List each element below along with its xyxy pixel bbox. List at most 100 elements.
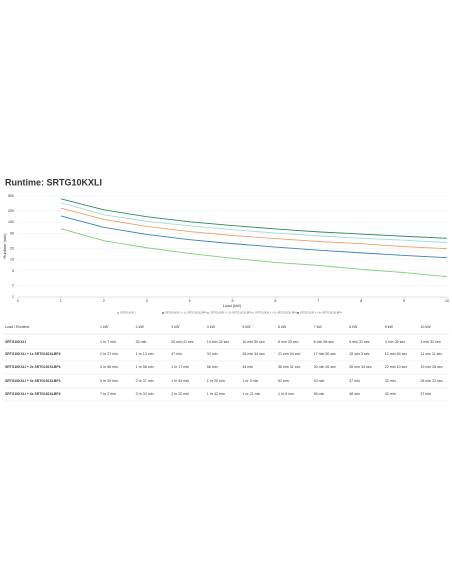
table-cell: 28 min 22 sec: [420, 379, 443, 383]
table-cell: 8 min 25 sec: [278, 340, 299, 344]
column-header: 9 kW: [385, 325, 394, 329]
table-cell: 56 min: [207, 365, 218, 369]
y-tick-label: 50: [10, 231, 14, 235]
table-cell: 26 min 44 sec: [242, 352, 265, 356]
x-tick-label: 9: [403, 299, 405, 303]
table-cell: 37 min: [420, 392, 431, 396]
x-tick-label: 4: [189, 299, 191, 303]
table-cell: 42 min: [385, 392, 396, 396]
series-line: [60, 228, 448, 278]
x-tick-label: 3: [146, 299, 148, 303]
table-cell: 1 hr 6 min: [278, 392, 294, 396]
x-tick-label: 1: [60, 299, 62, 303]
table-cell: 21 min 34 sec: [278, 352, 301, 356]
legend-swatch: [252, 312, 254, 314]
column-header: 3 kW: [171, 325, 180, 329]
table-cell: 7 hr 2 min: [100, 392, 116, 396]
table-cell: 4 min 30 sec: [385, 340, 406, 344]
table-cell: 26 min 34 sec: [349, 365, 372, 369]
column-header: 6 kW: [278, 325, 287, 329]
row-label: SRTG10KXLI + 3x SRTG192XLBP4: [5, 379, 61, 383]
legend-swatch: [297, 312, 299, 314]
legend-label: SRTG10KXLI + 3x SRTG192XLBP4: [255, 311, 297, 315]
table-cell: 33 min: [385, 379, 396, 383]
table-cell: 37 min: [349, 379, 360, 383]
series-line: [60, 202, 448, 244]
table-cell: 44 min: [242, 365, 253, 369]
chart-title: Runtime: SRTG10KXLI: [5, 177, 102, 187]
row-label: SRTG10KXLI + 1x SRTG192XLBP4: [5, 352, 61, 356]
series-line: [60, 207, 448, 250]
column-header: 7 kW: [314, 325, 323, 329]
table-cell: 1 hr 20 min: [207, 379, 225, 383]
y-tick-label: 5: [12, 269, 14, 273]
table-cell: 1 hr 3 min: [242, 379, 258, 383]
table-cell: 10 min 50 sec: [242, 340, 265, 344]
table-cell: 5 hr 30 min: [100, 379, 118, 383]
table-cell: 3 hr 34 min: [136, 392, 154, 396]
column-header: 10 kW: [420, 325, 431, 329]
table-cell: 47 min: [171, 352, 182, 356]
legend-swatch: [117, 312, 119, 314]
x-tick-label: 10: [445, 299, 449, 303]
series-line: [60, 198, 448, 239]
column-header: 5 kW: [242, 325, 251, 329]
table-cell: 1 hr 21 min: [242, 392, 260, 396]
column-header: 2 kW: [136, 325, 145, 329]
y-tick-label: 100: [8, 220, 14, 224]
y-tick-label: 200: [8, 209, 14, 213]
y-axis-title: Runtime (min): [2, 233, 7, 259]
legend-label: SRTG10KXLI + 1x SRTG192XLBP4: [165, 311, 207, 315]
table-cell: 14 min 33 sec: [207, 340, 230, 344]
column-header: 1 kW: [100, 325, 109, 329]
table-cell: 3 min 32 sec: [420, 340, 441, 344]
table-cell: 48 min: [349, 392, 360, 396]
table-cell: 15 min 3 sec: [349, 352, 370, 356]
table-cell: 2 hr 27 min: [100, 352, 118, 356]
table-cell: 1 hr 45 min: [171, 379, 189, 383]
y-tick-label: 2: [12, 284, 14, 288]
table-cell: 30 min 26 sec: [314, 365, 337, 369]
table-cell: 32 min: [136, 340, 147, 344]
legend-swatch: [162, 312, 164, 314]
table-cell: 2 hr 20 min: [171, 392, 189, 396]
column-header: 4 kW: [207, 325, 216, 329]
table-cell: 34 min: [207, 352, 218, 356]
table-cell: 43 min: [314, 379, 325, 383]
legend-swatch: [207, 312, 209, 314]
table-cell: 1 hr 13 min: [136, 352, 154, 356]
row-label: SRTG10KXLI + 2x SRTG192XLBP4: [5, 365, 61, 369]
x-tick-label: 0: [17, 299, 19, 303]
table-cell: 5 min 31 sec: [349, 340, 370, 344]
table-cell: 2 hr 37 min: [136, 379, 154, 383]
table-cell: 11 min 11 sec: [420, 352, 442, 356]
x-tick-label: 2: [103, 299, 105, 303]
table-cell: 19 min 28 sec: [420, 365, 443, 369]
series-line: [60, 215, 448, 259]
table-cell: 22 min 10 sec: [385, 365, 408, 369]
table-header: Load / Runtime: [5, 325, 29, 329]
table-cell: 20 min 41 sec: [171, 340, 194, 344]
x-tick-label: 7: [317, 299, 319, 303]
table-cell: 17 min 50 sec: [314, 352, 337, 356]
y-tick-label: 500: [8, 194, 14, 198]
x-tick-label: 8: [360, 299, 362, 303]
legend-label: SRTG10KXLI + 4x SRTG192XLBP4: [300, 311, 342, 315]
x-tick-label: 6: [274, 299, 276, 303]
table-cell: 36 min 31 sec: [278, 365, 301, 369]
table-cell: 6 min 58 sec: [314, 340, 335, 344]
row-label: SRTG10KXLI + 4x SRTG192XLBP4: [5, 392, 61, 396]
table-cell: 55 min: [314, 392, 325, 396]
table-cell: 1 hr 58 min: [136, 365, 154, 369]
legend-label: SRTG10KXLI + 2x SRTG192XLBP4: [210, 311, 252, 315]
y-tick-label: 10: [10, 258, 14, 262]
x-tick-label: 5: [232, 299, 234, 303]
table-cell: 51 min: [278, 379, 289, 383]
x-axis-title: Load (kW): [223, 303, 242, 308]
table-cell: 12 min 54 sec: [385, 352, 408, 356]
table-cell: 1 hr 17 min: [171, 365, 189, 369]
table-cell: 1 hr 7 min: [100, 340, 116, 344]
table-cell: 3 hr 56 min: [100, 365, 118, 369]
